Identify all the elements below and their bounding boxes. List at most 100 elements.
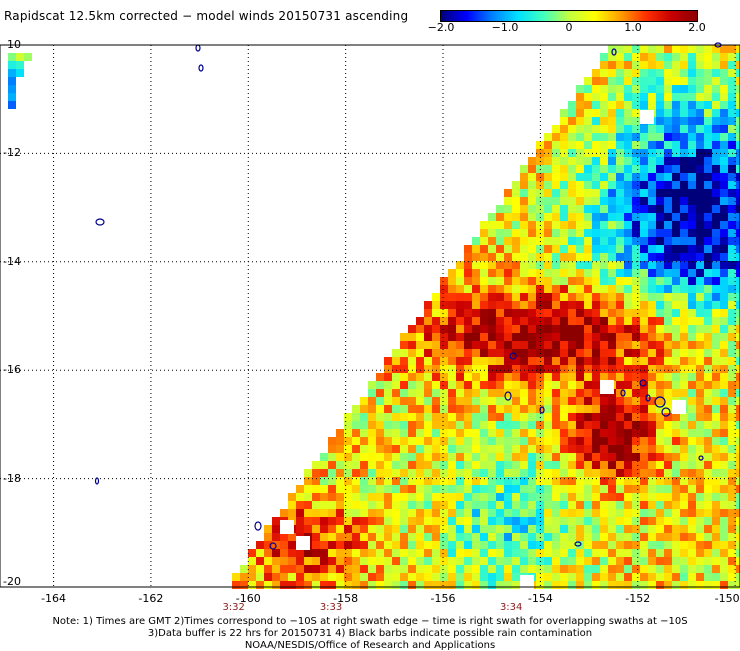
- swath-cell: [616, 493, 624, 501]
- swath-cell: [352, 509, 360, 517]
- swath-cell: [336, 461, 344, 469]
- swath-cell: [448, 373, 456, 381]
- swath-cell: [728, 413, 736, 421]
- swath-cell: [472, 469, 480, 477]
- swath-cell: [560, 429, 568, 437]
- swath-cell: [664, 173, 672, 181]
- swath-cell: [288, 573, 296, 581]
- swath-cell: [720, 157, 728, 165]
- swath-cell: [584, 349, 592, 357]
- swath-cell: [280, 573, 288, 581]
- swath-cell: [648, 53, 656, 61]
- swath-cell: [480, 245, 488, 253]
- swath-cell: [632, 581, 640, 589]
- swath-cell: [416, 557, 424, 565]
- swath-cell: [528, 501, 536, 509]
- swath-cell: [648, 77, 656, 85]
- swath-cell: [632, 509, 640, 517]
- swath-cell: [600, 277, 608, 285]
- swath-cell: [704, 117, 712, 125]
- swath-cell: [464, 261, 472, 269]
- swath-cell: [656, 245, 664, 253]
- swath-cell: [624, 293, 632, 301]
- swath-cell: [328, 525, 336, 533]
- swath-cell: [608, 461, 616, 469]
- swath-cell: [592, 525, 600, 533]
- swath-cell: [488, 325, 496, 333]
- swath-cell: [632, 397, 640, 405]
- swath-cell: [360, 437, 368, 445]
- swath-cell: [664, 325, 672, 333]
- swath-cell: [592, 429, 600, 437]
- swath-cell: [464, 541, 472, 549]
- swath-cell: [456, 357, 464, 365]
- swath-cell: [696, 301, 704, 309]
- swath-cell: [504, 565, 512, 573]
- swath-cell: [648, 397, 656, 405]
- swath-cell: [496, 229, 504, 237]
- swath-cell: [448, 285, 456, 293]
- swath-cell: [480, 565, 488, 573]
- swath-cell: [688, 421, 696, 429]
- swath-cell: [272, 517, 280, 525]
- swath-cell: [512, 341, 520, 349]
- swath-cell: [688, 341, 696, 349]
- swath-cell: [656, 333, 664, 341]
- swath-cell: [736, 293, 740, 301]
- swath-cell: [296, 509, 304, 517]
- swath-cell: [704, 205, 712, 213]
- swath-cell: [632, 333, 640, 341]
- swath-cell: [672, 141, 680, 149]
- swath-cell: [496, 493, 504, 501]
- swath-cell: [568, 413, 576, 421]
- swath-cell: [600, 53, 608, 61]
- swath-cell: [616, 389, 624, 397]
- swath-cell: [656, 397, 664, 405]
- swath-cell: [464, 485, 472, 493]
- swath-cell: [720, 349, 728, 357]
- swath-cell: [312, 517, 320, 525]
- swath-cell: [568, 581, 576, 589]
- swath-cell: [648, 381, 656, 389]
- swath-cell: [360, 541, 368, 549]
- swath-cell: [456, 373, 464, 381]
- swath-cell: [728, 421, 736, 429]
- swath-cell: [592, 237, 600, 245]
- swath-cell: [728, 261, 736, 269]
- swath-cell: [632, 85, 640, 93]
- swath-cell: [528, 173, 536, 181]
- swath-cell: [592, 93, 600, 101]
- swath-cell: [512, 317, 520, 325]
- swath-cell: [632, 453, 640, 461]
- swath-cell: [360, 469, 368, 477]
- swath-cell: [640, 277, 648, 285]
- swath-cell: [424, 389, 432, 397]
- swath-cell: [520, 477, 528, 485]
- swath-cell: [392, 413, 400, 421]
- swath-cell: [600, 293, 608, 301]
- swath-cell: [16, 53, 24, 61]
- swath-cell: [336, 429, 344, 437]
- swath-cell: [656, 357, 664, 365]
- swath-cell: [400, 429, 408, 437]
- swath-cell: [8, 69, 16, 77]
- swath-cell: [512, 221, 520, 229]
- missing-cell: [520, 575, 534, 589]
- swath-cell: [480, 285, 488, 293]
- swath-cell: [672, 293, 680, 301]
- swath-cell: [592, 501, 600, 509]
- swath-cell: [584, 413, 592, 421]
- swath-cell: [456, 445, 464, 453]
- swath-cell: [728, 469, 736, 477]
- swath-cell: [736, 509, 740, 517]
- swath-cell: [360, 557, 368, 565]
- swath-cell: [544, 333, 552, 341]
- swath-cell: [576, 293, 584, 301]
- swath-cell: [632, 549, 640, 557]
- swath-cell: [408, 557, 416, 565]
- swath-cell: [424, 461, 432, 469]
- swath-cell: [664, 581, 672, 589]
- swath-cell: [600, 157, 608, 165]
- swath-cell: [576, 445, 584, 453]
- swath-cell: [456, 541, 464, 549]
